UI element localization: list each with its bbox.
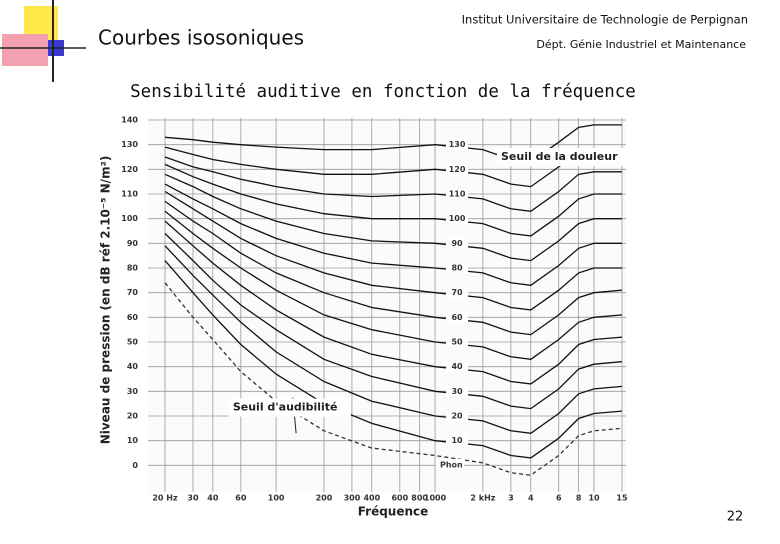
page-number: 22 bbox=[727, 510, 744, 525]
contour-line bbox=[164, 156, 622, 212]
series-label-bg bbox=[446, 435, 469, 446]
unit-label-bg bbox=[436, 459, 464, 470]
x-tick-label: 200 bbox=[316, 494, 333, 503]
y-tick-label: 40 bbox=[127, 362, 139, 371]
series-label-bg bbox=[446, 164, 469, 175]
deco-pink bbox=[2, 34, 48, 66]
contour-line bbox=[164, 260, 623, 459]
subtitle: Sensibilité auditive en fonction de la f… bbox=[130, 82, 636, 102]
x-tick-label: 10 bbox=[588, 494, 600, 503]
series-label: 90 bbox=[451, 239, 463, 248]
y-tick-label: 10 bbox=[127, 436, 139, 445]
series-label: 130 bbox=[449, 140, 466, 149]
x-axis-label: Fréquence bbox=[358, 505, 429, 519]
y-tick-label: 0 bbox=[132, 461, 138, 470]
y-axis-label: Niveau de pression (en dB réf 2.10⁻⁵ N/m… bbox=[99, 156, 113, 445]
x-tick-label: 4 bbox=[528, 494, 534, 503]
x-tick-label: 60 bbox=[235, 494, 247, 503]
contour-line bbox=[164, 173, 622, 262]
y-tick-label: 90 bbox=[127, 239, 139, 248]
x-tick-label: 1000 bbox=[424, 494, 447, 503]
series-label-bg bbox=[446, 386, 469, 397]
y-tick-label: 60 bbox=[127, 313, 139, 322]
y-tick-label: 120 bbox=[121, 165, 138, 174]
contour-line bbox=[164, 200, 623, 336]
x-tick-label: 15 bbox=[616, 494, 628, 503]
annotation-box bbox=[228, 398, 351, 417]
department: Dépt. Génie Industriel et Maintenance bbox=[536, 38, 746, 51]
x-tick-label: 20 Hz bbox=[152, 494, 178, 503]
annotation: Seuil de la douleur bbox=[501, 150, 618, 163]
y-tick-label: 110 bbox=[121, 190, 138, 199]
x-tick-label: 6 bbox=[556, 494, 562, 503]
series-label-bg bbox=[446, 312, 469, 323]
series-label-bg bbox=[446, 361, 469, 372]
x-tick-label: 2 kHz bbox=[470, 494, 495, 503]
series-label: 30 bbox=[451, 387, 463, 396]
series-label-bg bbox=[446, 139, 469, 150]
contour-line bbox=[164, 220, 623, 385]
series-label-bg bbox=[446, 411, 469, 421]
series-label-bg bbox=[446, 263, 469, 273]
series-label-bg bbox=[446, 337, 469, 347]
series-label: 40 bbox=[451, 362, 463, 371]
y-tick-label: 100 bbox=[121, 214, 138, 223]
unit-label: Phon bbox=[440, 461, 463, 470]
plot-background bbox=[148, 118, 626, 492]
y-tick-label: 130 bbox=[121, 140, 138, 149]
y-tick-label: 80 bbox=[127, 264, 139, 273]
series-label: 80 bbox=[451, 264, 463, 273]
x-tick-label: 8 bbox=[576, 494, 582, 503]
contour-line bbox=[164, 210, 623, 360]
x-tick-label: 3 bbox=[508, 494, 514, 503]
series-label: 20 bbox=[451, 412, 463, 421]
series-label: 70 bbox=[451, 288, 463, 297]
contour-line bbox=[164, 183, 622, 286]
series-label: 60 bbox=[451, 313, 463, 322]
legend-label: Seuil d'audibilité bbox=[233, 401, 338, 414]
y-tick-label: 50 bbox=[127, 338, 139, 347]
contour-line bbox=[164, 163, 622, 237]
y-tick-label: 20 bbox=[127, 412, 139, 421]
x-tick-label: 100 bbox=[268, 494, 285, 503]
annotation-box bbox=[497, 148, 627, 166]
contour-line bbox=[164, 233, 623, 410]
x-tick-label: 800 bbox=[411, 494, 428, 503]
series-label-bg bbox=[446, 238, 469, 249]
y-tick-label: 70 bbox=[127, 288, 139, 297]
series-label-bg bbox=[446, 213, 469, 224]
slide-title: Courbes isosoniques bbox=[98, 26, 304, 50]
y-tick-label: 140 bbox=[121, 116, 138, 125]
institute: Institut Universitaire de Technologie de… bbox=[462, 13, 748, 27]
series-label: 110 bbox=[449, 190, 466, 199]
series-label: 10 bbox=[451, 436, 463, 445]
contour-line bbox=[164, 245, 623, 434]
series-label: 120 bbox=[449, 165, 466, 174]
x-tick-label: 30 bbox=[187, 494, 199, 503]
series-label: 50 bbox=[451, 338, 463, 347]
x-tick-label: 300 bbox=[344, 494, 361, 503]
contour-line bbox=[164, 282, 623, 476]
contour-line bbox=[164, 190, 622, 311]
x-tick-label: 400 bbox=[363, 494, 380, 503]
contour-line bbox=[164, 124, 622, 163]
series-label-bg bbox=[446, 287, 469, 298]
series-label-bg bbox=[446, 189, 469, 199]
y-tick-label: 30 bbox=[127, 387, 139, 396]
x-tick-label: 40 bbox=[207, 494, 219, 503]
series-label: 100 bbox=[449, 214, 466, 223]
x-tick-label: 600 bbox=[391, 494, 408, 503]
